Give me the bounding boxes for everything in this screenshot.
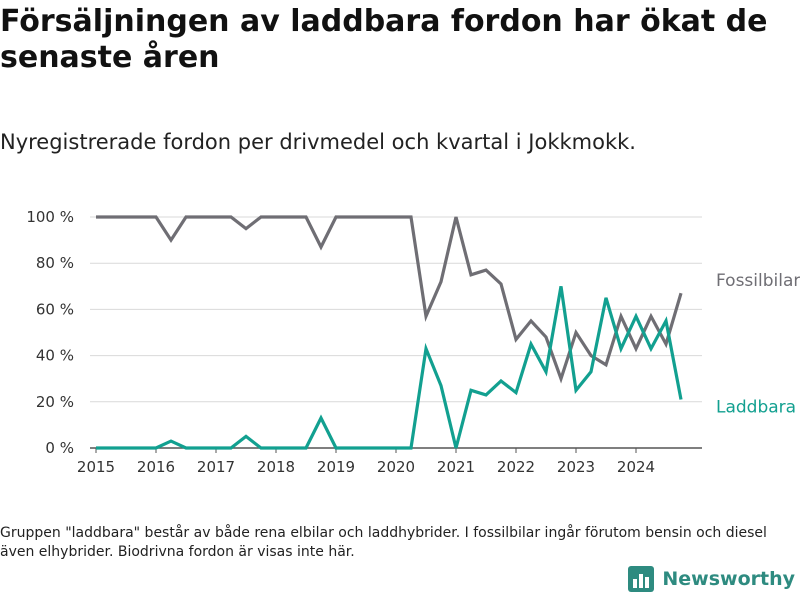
footnote: Gruppen "laddbara" består av både rena e… xyxy=(0,525,767,560)
series-label-laddbara: Laddbara xyxy=(716,397,796,417)
y-tick-label: 40 % xyxy=(36,347,74,365)
line-chart: 0 %20 %40 %60 %80 %100 % 2015 2016 2017 201… xyxy=(26,208,800,476)
series-labels: Fossilbilar Laddbara xyxy=(716,271,800,417)
y-tick-label: 100 % xyxy=(26,208,74,226)
y-tick-label: 20 % xyxy=(36,393,74,411)
series-lines xyxy=(96,215,683,450)
y-tick-label: 60 % xyxy=(36,300,74,318)
x-tick-label: 2018 xyxy=(257,458,295,476)
y-tick-label: 80 % xyxy=(36,254,74,272)
series-line-laddbara xyxy=(96,286,683,450)
x-tick-label: 2016 xyxy=(137,458,175,476)
y-axis: 0 % 20 % 40 % 60 % 80 % 100 % xyxy=(26,208,74,457)
x-tick-label: 2017 xyxy=(197,458,235,476)
newsworthy-logo-icon xyxy=(628,566,655,592)
chart-subtitle: Nyregistrerade fordon per drivmedel och … xyxy=(0,130,636,154)
series-line-fossilbilar xyxy=(96,215,683,384)
grid xyxy=(90,216,702,449)
chart-title: Försäljningen av laddbara fordon har öka… xyxy=(0,4,768,75)
y-tick-label: 0 % xyxy=(45,439,74,457)
x-axis: 2015 2016 2017 2018 2019 2020 2021 2022 2023 2024 xyxy=(77,448,655,476)
x-tick-label: 2015 xyxy=(77,458,115,476)
x-tick-label: 2024 xyxy=(617,458,655,476)
x-tick-label: 2022 xyxy=(497,458,535,476)
brand: Newsworthy xyxy=(628,566,795,592)
series-label-fossilbilar: Fossilbilar xyxy=(716,271,800,291)
x-tick-label: 2023 xyxy=(557,458,595,476)
brand-name: Newsworthy xyxy=(662,568,795,590)
x-tick-label: 2020 xyxy=(377,458,415,476)
x-tick-label: 2019 xyxy=(317,458,355,476)
x-tick-label: 2021 xyxy=(437,458,475,476)
